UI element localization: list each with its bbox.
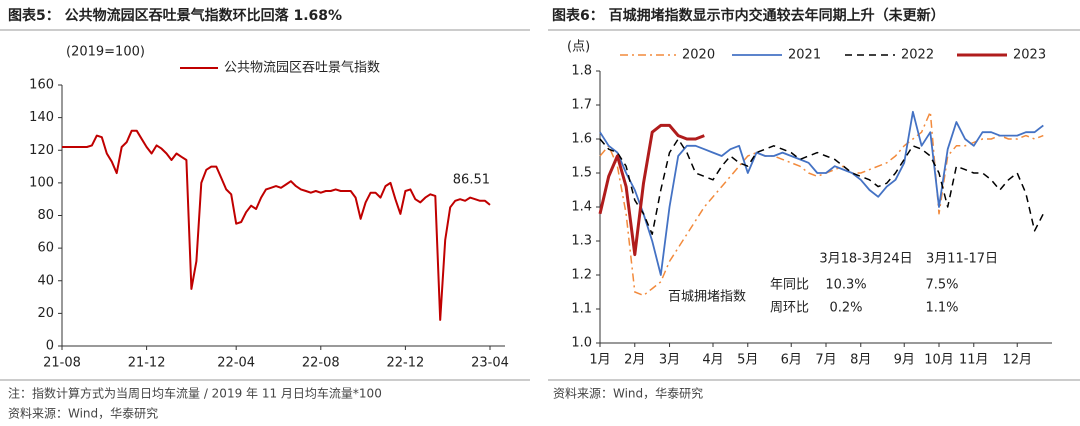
table-cell: 0.2% [829, 301, 862, 316]
y-axis-label: (2019=100) [66, 45, 145, 60]
x-tick-label: 7月 [815, 353, 836, 368]
x-tick-label: 22-08 [302, 356, 340, 371]
table-cell: 7.5% [925, 278, 958, 293]
table-cell: 10.3% [825, 278, 866, 293]
x-tick-label: 2月 [624, 353, 645, 368]
x-tick-label: 12月 [1002, 353, 1032, 368]
x-tick-label: 22-04 [217, 356, 255, 371]
y-tick-label: 80 [37, 208, 54, 223]
legend-label: 2023 [1013, 48, 1046, 63]
chart-title: 图表6： 百城拥堵指数显示市内交通较去年同期上升（未更新） [552, 7, 945, 24]
chart-label: 百城拥堵指数 [668, 290, 746, 305]
y-tick-label: 1.3 [571, 234, 592, 249]
y-tick-label: 1.2 [571, 268, 592, 283]
y-tick-label: 1.0 [571, 336, 592, 351]
x-tick-label: 21-08 [43, 356, 81, 371]
series-line [599, 111, 1044, 297]
y-tick-label: 1.7 [571, 98, 592, 113]
x-tick-label: 23-04 [471, 356, 509, 371]
x-tick-label: 21-12 [128, 356, 166, 371]
x-tick-label: 5月 [737, 353, 758, 368]
y-tick-label: 1.6 [571, 132, 592, 147]
x-tick-label: 8月 [850, 353, 871, 368]
note: 资料来源：Wind，华泰研究 [553, 386, 703, 401]
y-tick-label: 1.5 [571, 166, 592, 181]
y-tick-label: 1.1 [571, 302, 592, 317]
series-line [599, 110, 1044, 276]
x-tick-label: 9月 [894, 353, 915, 368]
y-tick-label: 60 [37, 241, 54, 256]
y-tick-label: 120 [29, 143, 54, 158]
annotation: 86.51 [453, 172, 490, 187]
note: 资料来源：Wind，华泰研究 [8, 406, 158, 421]
x-tick-label: 6月 [781, 353, 802, 368]
table-cell: 1.1% [925, 301, 958, 316]
note: 注：指数计算方式为当周日均车流量 / 2019 年 11 月日均车流量*100 [8, 386, 382, 401]
y-axis-label: (点) [567, 40, 590, 55]
chart-title: 图表5： 公共物流园区吞吐景气指数环比回落 1.68% [8, 7, 342, 24]
y-tick-label: 20 [37, 306, 54, 321]
x-tick-label: 10月 [924, 353, 954, 368]
y-tick-label: 160 [29, 78, 54, 93]
x-tick-label: 22-12 [387, 356, 425, 371]
x-tick-label: 3月 [659, 353, 680, 368]
table-row-label: 年同比 [770, 278, 809, 293]
table-header: 3月18-3月24日 [819, 252, 912, 267]
x-tick-label: 1月 [589, 353, 610, 368]
y-tick-label: 1.4 [571, 200, 592, 215]
y-tick-label: 40 [37, 273, 54, 288]
y-tick-label: 140 [29, 110, 54, 125]
legend-label: 2020 [682, 48, 715, 63]
series-line [62, 129, 491, 321]
legend-label: 2022 [901, 48, 934, 63]
legend-label: 公共物流园区吞吐景气指数 [224, 60, 380, 76]
y-tick-label: 100 [29, 175, 54, 190]
table-header: 3月11-17日 [926, 252, 998, 267]
series-line [599, 138, 1044, 235]
y-tick-label: 0 [46, 339, 54, 354]
table-row-label: 周环比 [770, 301, 809, 316]
x-tick-label: 4月 [702, 353, 723, 368]
y-tick-label: 1.8 [571, 64, 592, 79]
series-line [598, 123, 705, 257]
x-tick-label: 11月 [959, 353, 989, 368]
legend-label: 2021 [788, 48, 821, 63]
